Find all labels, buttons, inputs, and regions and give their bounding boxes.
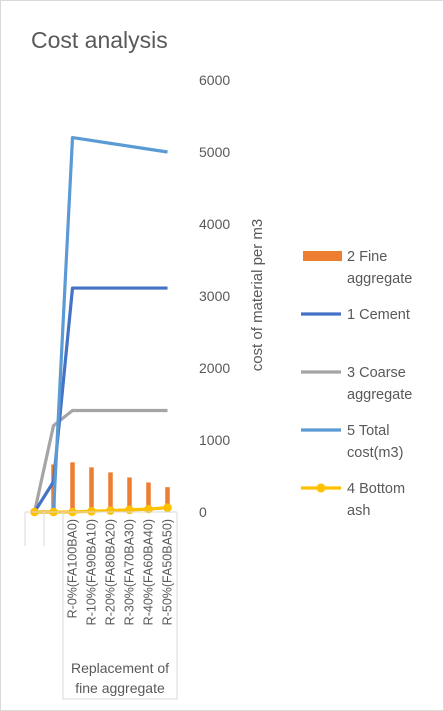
marker-4-bottom-ash: [87, 506, 96, 516]
x-tick-label: R-0%(FA100BA0): [66, 519, 80, 618]
x-group-label: fine aggregate: [75, 680, 165, 696]
legend-label: 3 Coarse: [347, 365, 406, 381]
y-tick-label: 6000: [199, 72, 230, 88]
marker-4-bottom-ash: [125, 505, 134, 515]
bar-fine-aggregate: [70, 462, 75, 512]
marker-4-bottom-ash: [144, 504, 153, 514]
bar-fine-aggregate: [146, 482, 151, 512]
y-tick-label: 3000: [199, 288, 230, 304]
bar-fine-aggregate: [89, 467, 94, 512]
bar-fine-aggregate: [108, 472, 113, 512]
x-tick-label: R-20%(FA80BA20): [104, 519, 118, 625]
bar-fine-aggregate: [165, 487, 170, 512]
marker-4-bottom-ash: [106, 506, 115, 515]
legend-label: cost(m3): [347, 445, 403, 461]
x-tick-label: R-40%(FA60BA40): [142, 519, 156, 625]
x-axis: R-0%(FA100BA0) R-10%(FA90BA10) R-20%(FA80B…: [24, 511, 178, 700]
x-tick-label: R-30%(FA70BA30): [123, 519, 137, 625]
legend-label: 4 Bottom: [347, 481, 405, 497]
y-axis: 0 1000 2000 3000 4000 5000 6000: [199, 72, 230, 520]
legend-label: aggregate: [347, 271, 412, 287]
y-tick-label: 5000: [199, 144, 230, 160]
bar-fine-aggregate: [127, 477, 132, 512]
legend-label: 1 Cement: [347, 307, 410, 323]
y-tick-label: 1000: [199, 432, 230, 448]
legend-label: ash: [347, 503, 370, 519]
marker-4-bottom-ash: [163, 503, 172, 512]
x-group-label: Replacement of: [71, 660, 169, 676]
y-axis-title: cost of material per m3: [249, 219, 266, 372]
legend-label: 5 Total: [347, 423, 389, 439]
x-tick-label: R-10%(FA90BA10): [85, 519, 99, 625]
y-tick-label: 2000: [199, 360, 230, 376]
chart-title: Cost analysis: [31, 27, 168, 53]
x-tick-label: R-50%(FA50BA50): [161, 519, 175, 625]
y-tick-label: 0: [199, 504, 207, 520]
legend-label: 2 Fine: [347, 249, 387, 265]
plot-area: [30, 136, 172, 517]
legend-swatch-2-fine-aggregate: [303, 251, 342, 261]
y-tick-label: 4000: [199, 216, 230, 232]
legend-label: aggregate: [347, 387, 412, 403]
series-line-5-total-cost-m3: [34, 136, 168, 514]
legend-marker-4-bottom-ash: [316, 483, 326, 493]
legend: 2 Fine aggregate 1 Cement 3 Coarse aggregate…: [301, 249, 412, 519]
